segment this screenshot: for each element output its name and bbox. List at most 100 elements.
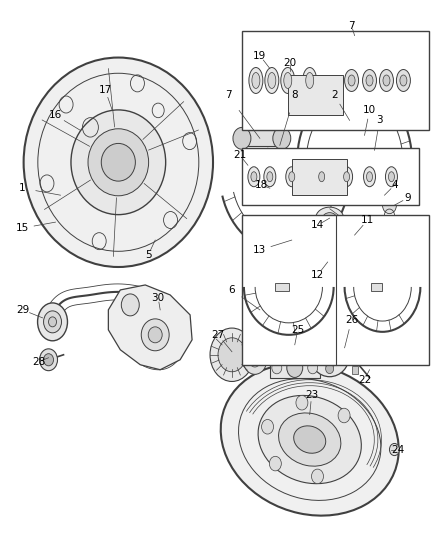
Ellipse shape (264, 167, 276, 187)
Ellipse shape (389, 172, 395, 182)
Ellipse shape (363, 69, 377, 92)
Circle shape (233, 127, 251, 149)
Text: 17: 17 (99, 85, 112, 95)
Ellipse shape (294, 426, 326, 453)
Text: 5: 5 (145, 250, 152, 260)
Polygon shape (108, 285, 192, 370)
Ellipse shape (345, 69, 359, 92)
Ellipse shape (348, 75, 355, 86)
Circle shape (338, 343, 346, 353)
Text: 8: 8 (291, 91, 298, 100)
Ellipse shape (366, 75, 373, 86)
Ellipse shape (281, 68, 295, 93)
Circle shape (39, 349, 57, 370)
Ellipse shape (284, 72, 292, 88)
Circle shape (296, 395, 308, 410)
Text: 16: 16 (49, 110, 62, 120)
Text: 21: 21 (233, 150, 247, 160)
Circle shape (269, 456, 281, 471)
Ellipse shape (323, 213, 337, 224)
Text: 25: 25 (291, 325, 304, 335)
Circle shape (308, 362, 318, 374)
Ellipse shape (310, 333, 350, 377)
Text: 13: 13 (253, 245, 266, 255)
Text: 7: 7 (348, 21, 355, 30)
Ellipse shape (24, 58, 213, 267)
Ellipse shape (221, 364, 399, 515)
Ellipse shape (306, 72, 314, 88)
Text: 9: 9 (404, 193, 411, 203)
Ellipse shape (268, 72, 276, 88)
Text: 14: 14 (311, 220, 324, 230)
Text: 15: 15 (16, 223, 29, 233)
Ellipse shape (71, 110, 166, 215)
Text: 7: 7 (225, 91, 231, 100)
Bar (242, 131, 282, 147)
Text: 26: 26 (345, 315, 358, 325)
Text: 1: 1 (19, 183, 26, 193)
Circle shape (311, 469, 324, 483)
Ellipse shape (265, 68, 279, 93)
Text: 20: 20 (283, 58, 297, 68)
Ellipse shape (325, 349, 335, 360)
Circle shape (243, 345, 267, 374)
Ellipse shape (43, 311, 61, 333)
Bar (371, 283, 382, 291)
Ellipse shape (400, 75, 407, 86)
Ellipse shape (316, 207, 343, 229)
Bar (312, 254, 348, 266)
Ellipse shape (289, 172, 295, 182)
Text: 3: 3 (376, 115, 383, 125)
Circle shape (389, 443, 399, 456)
Ellipse shape (248, 167, 260, 187)
Ellipse shape (279, 413, 341, 466)
Ellipse shape (303, 68, 317, 93)
Circle shape (287, 228, 303, 248)
Circle shape (291, 233, 299, 243)
Text: 10: 10 (363, 106, 376, 116)
Circle shape (287, 358, 303, 377)
Ellipse shape (121, 294, 139, 316)
Bar (288, 76, 343, 116)
Bar (352, 366, 357, 374)
Circle shape (210, 328, 254, 382)
Ellipse shape (383, 75, 390, 86)
Text: 30: 30 (152, 293, 165, 303)
Text: 23: 23 (305, 390, 318, 400)
Ellipse shape (341, 167, 353, 187)
Circle shape (326, 364, 334, 374)
Text: 18: 18 (255, 180, 268, 190)
Ellipse shape (343, 172, 350, 182)
Ellipse shape (319, 343, 341, 367)
Text: 11: 11 (361, 215, 374, 225)
Ellipse shape (385, 167, 397, 187)
Ellipse shape (38, 303, 67, 341)
Ellipse shape (319, 172, 325, 182)
Text: 27: 27 (212, 330, 225, 340)
Ellipse shape (101, 143, 135, 181)
Ellipse shape (258, 395, 361, 483)
Text: 6: 6 (229, 285, 235, 295)
Text: 2: 2 (331, 91, 338, 100)
Ellipse shape (49, 317, 57, 327)
Ellipse shape (364, 167, 375, 187)
Circle shape (272, 362, 282, 374)
Text: 19: 19 (253, 51, 266, 61)
Circle shape (249, 352, 261, 367)
Ellipse shape (141, 319, 169, 351)
Circle shape (382, 197, 396, 214)
Text: 4: 4 (391, 180, 398, 190)
Ellipse shape (396, 69, 410, 92)
Bar (242, 30, 429, 131)
Ellipse shape (88, 129, 148, 196)
Bar (275, 283, 289, 291)
Ellipse shape (379, 69, 393, 92)
Text: 22: 22 (358, 375, 371, 385)
Ellipse shape (286, 167, 298, 187)
Bar (242, 215, 429, 365)
Text: 28: 28 (32, 357, 45, 367)
Ellipse shape (267, 172, 273, 182)
Ellipse shape (148, 327, 162, 343)
Ellipse shape (249, 68, 263, 93)
Text: 29: 29 (16, 305, 29, 315)
